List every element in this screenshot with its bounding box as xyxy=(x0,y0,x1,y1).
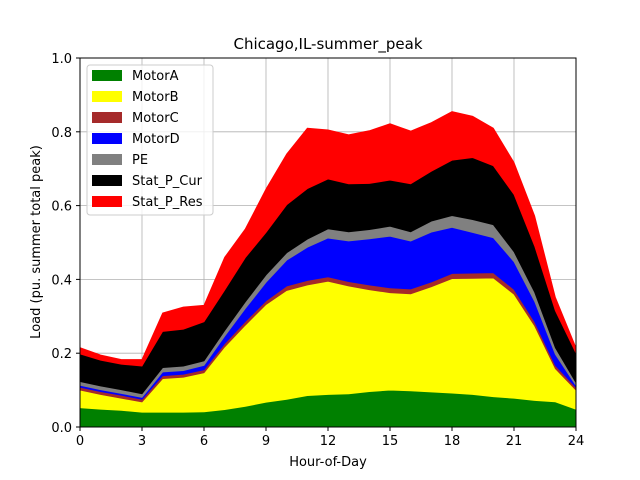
legend: MotorA MotorB MotorC MotorD PE Stat_P_Cur Stat… xyxy=(86,64,214,216)
chart-title: Chicago,IL-summer_peak xyxy=(233,35,422,54)
x-tick-label: 3 xyxy=(138,434,146,449)
legend-label: PE xyxy=(132,153,148,168)
legend-swatch xyxy=(92,112,122,123)
x-tick-label: 18 xyxy=(444,434,461,449)
y-tick-label: 0.2 xyxy=(51,347,72,362)
x-axis-label: Hour-of-Day xyxy=(289,455,367,470)
x-tick-label: 21 xyxy=(506,434,523,449)
legend-label: MotorA xyxy=(132,69,179,84)
y-axis-label: Load (pu. summer total peak) xyxy=(29,145,44,339)
y-tick-label: 1.0 xyxy=(51,52,72,67)
legend-label: MotorB xyxy=(132,90,178,105)
y-tick-label: 0.4 xyxy=(51,273,72,288)
legend-swatch xyxy=(92,196,122,207)
x-ticks: 0 3 6 9 12 15 18 21 24 xyxy=(76,427,584,449)
x-tick-label: 9 xyxy=(262,434,270,449)
legend-label: MotorC xyxy=(132,111,179,126)
x-tick-label: 0 xyxy=(76,434,84,449)
x-tick-label: 12 xyxy=(320,434,337,449)
y-ticks: 0.0 0.2 0.4 0.6 0.8 1.0 xyxy=(51,52,80,436)
legend-label: Stat_P_Res xyxy=(132,195,203,210)
y-tick-label: 0.0 xyxy=(51,421,72,436)
legend-swatch xyxy=(92,70,122,81)
x-tick-label: 24 xyxy=(568,434,585,449)
legend-swatch xyxy=(92,91,122,102)
legend-swatch xyxy=(92,175,122,186)
legend-swatch xyxy=(92,133,122,144)
legend-swatch xyxy=(92,154,122,165)
legend-label: Stat_P_Cur xyxy=(132,174,203,189)
y-tick-label: 0.6 xyxy=(51,200,72,215)
y-tick-label: 0.8 xyxy=(51,126,72,141)
x-tick-label: 6 xyxy=(200,434,208,449)
x-tick-label: 15 xyxy=(382,434,399,449)
area-series-group xyxy=(79,111,577,428)
legend-label: MotorD xyxy=(132,132,180,147)
